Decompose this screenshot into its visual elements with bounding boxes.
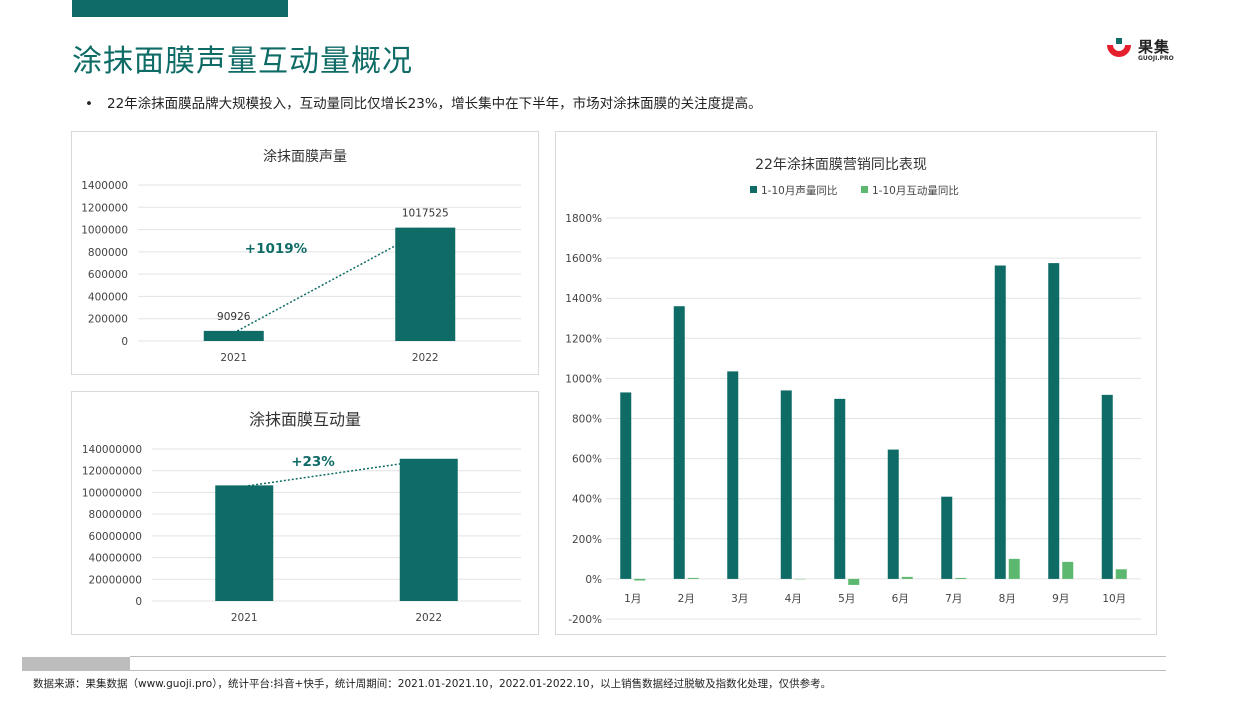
y-tick-label: 20000000 xyxy=(89,574,142,586)
y-tick-label: 1400% xyxy=(565,293,602,305)
y-tick-label: 1200% xyxy=(565,333,602,345)
trend-line xyxy=(233,228,426,334)
bar xyxy=(727,371,739,579)
y-tick-label: 100000000 xyxy=(82,487,142,499)
x-tick-label: 4月 xyxy=(785,593,802,605)
legend-label: 1-10月互动量同比 xyxy=(872,184,959,197)
bar xyxy=(399,458,458,601)
chart-title: 涂抹面膜声量 xyxy=(263,149,347,165)
x-tick-label: 8月 xyxy=(999,593,1016,605)
bullet-dot-icon: • xyxy=(85,96,93,112)
monthly-yoy-chart: 22年涂抹面膜营销同比表现 1-10月声量同比 1-10月互动量同比 -200% 0% 2… xyxy=(565,157,1141,626)
x-tick-label: 3月 xyxy=(731,593,748,605)
logo-subtext: GUOJI.PRO xyxy=(1138,55,1174,62)
footnote: 数据来源：果集数据（www.guoji.pro），统计平台:抖音+快手，统计周期… xyxy=(33,678,832,690)
y-tick-label: 200000 xyxy=(88,314,128,326)
x-tick-label: 10月 xyxy=(1102,593,1126,605)
bar xyxy=(955,577,967,579)
brand-logo: 果集 GUOJI.PRO xyxy=(1104,34,1194,68)
bar xyxy=(1048,263,1060,579)
y-tick-label: 1000000 xyxy=(81,225,128,237)
bar xyxy=(634,578,646,581)
bar xyxy=(687,577,699,579)
y-tick-label: 1000% xyxy=(565,373,602,385)
volume-chart-panel: 涂抹面膜声量 0 200000 400000 600000 800000 1000000 12… xyxy=(71,131,539,375)
x-tick-label: 1月 xyxy=(624,593,641,605)
logo-mark-icon xyxy=(1107,38,1131,57)
x-tick-label: 2021 xyxy=(220,352,247,364)
x-tick-label: 7月 xyxy=(945,593,962,605)
bar xyxy=(901,576,913,579)
bar xyxy=(941,496,953,579)
x-tick-label: 2021 xyxy=(231,612,258,624)
y-tick-label: 800000 xyxy=(88,247,128,259)
x-tick-label: 9月 xyxy=(1052,593,1069,605)
bar xyxy=(848,578,860,585)
y-tick-label: 80000000 xyxy=(89,509,142,521)
y-tick-label: 1600% xyxy=(565,253,602,265)
bar xyxy=(215,485,274,601)
interaction-chart-panel: 涂抹面膜互动量 0 20000000 40000000 60000000 80000000… xyxy=(71,391,539,635)
bar xyxy=(887,449,899,579)
y-tick-label: 120000000 xyxy=(82,466,142,478)
y-tick-label: 40000000 xyxy=(89,553,142,565)
x-tick-label: 5月 xyxy=(838,593,855,605)
bar xyxy=(1115,569,1127,579)
legend-swatch xyxy=(750,186,757,193)
logo-text: 果集 xyxy=(1138,38,1171,56)
volume-chart: 涂抹面膜声量 0 200000 400000 600000 800000 1000000 12… xyxy=(81,149,521,364)
y-tick-label: 800% xyxy=(572,414,602,426)
y-tick-label: 1200000 xyxy=(81,202,128,214)
bar xyxy=(673,306,685,579)
y-tick-label: -200% xyxy=(568,614,602,626)
trend-line xyxy=(244,459,429,488)
y-tick-label: 0 xyxy=(121,336,128,348)
y-tick-label: 1400000 xyxy=(81,180,128,192)
legend-label: 1-10月声量同比 xyxy=(761,184,837,197)
x-tick-label: 2022 xyxy=(415,612,442,624)
bar xyxy=(203,330,264,341)
bar xyxy=(395,227,456,341)
chart-title: 22年涂抹面膜营销同比表现 xyxy=(755,157,927,173)
y-tick-label: 400000 xyxy=(88,291,128,303)
x-tick-label: 2月 xyxy=(678,593,695,605)
data-label: 1017525 xyxy=(402,208,449,220)
y-tick-label: 140000000 xyxy=(82,444,142,456)
y-tick-label: 400% xyxy=(572,494,602,506)
y-tick-label: 0 xyxy=(135,596,142,608)
x-tick-label: 2022 xyxy=(412,352,439,364)
bar xyxy=(1101,394,1113,579)
bar xyxy=(620,392,632,579)
y-tick-label: 1800% xyxy=(565,213,602,225)
y-tick-label: 200% xyxy=(572,534,602,546)
bar xyxy=(780,390,792,579)
page-title: 涂抹面膜声量互动量概况 xyxy=(72,44,413,79)
x-tick-label: 6月 xyxy=(892,593,909,605)
y-tick-label: 0% xyxy=(585,574,602,586)
growth-annotation: +1019% xyxy=(245,241,308,257)
summary-text: 22年涂抹面膜品牌大规模投入，互动量同比仅增长23%，增长集中在下半年，市场对涂… xyxy=(107,96,762,112)
footer-accent-bar xyxy=(22,657,130,670)
legend-swatch xyxy=(861,186,868,193)
monthly-yoy-chart-panel: 22年涂抹面膜营销同比表现 1-10月声量同比 1-10月互动量同比 -200% 0% 2… xyxy=(555,131,1157,635)
y-tick-label: 60000000 xyxy=(89,531,142,543)
data-label: 90926 xyxy=(217,311,251,323)
top-accent-bar xyxy=(72,0,288,17)
interaction-chart: 涂抹面膜互动量 0 20000000 40000000 60000000 80000000… xyxy=(82,410,521,624)
summary-bullet: • 22年涂抹面膜品牌大规模投入，互动量同比仅增长23%，增长集中在下半年，市场对… xyxy=(85,92,762,112)
growth-annotation: +23% xyxy=(291,454,335,470)
footer-divider xyxy=(130,656,1166,657)
bar xyxy=(1008,558,1020,579)
y-tick-label: 600% xyxy=(572,454,602,466)
bar xyxy=(994,265,1006,579)
chart-title: 涂抹面膜互动量 xyxy=(249,410,361,429)
y-tick-label: 600000 xyxy=(88,269,128,281)
bar xyxy=(1062,561,1074,579)
bar xyxy=(834,398,846,579)
footer-divider-bottom xyxy=(22,670,1166,671)
